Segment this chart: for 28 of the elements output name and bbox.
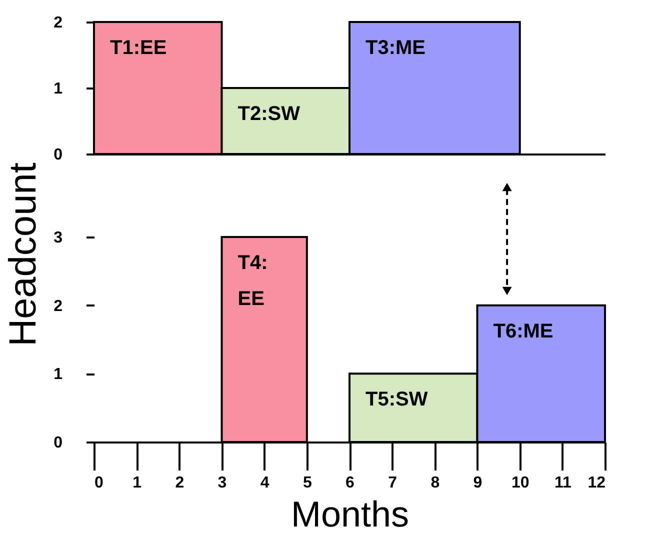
x-tick-label: 1 <box>132 474 142 492</box>
y-tick-label: 1 <box>54 366 63 384</box>
annotation: T4: EE <box>238 252 268 310</box>
y-tick-label: 2 <box>54 14 63 32</box>
x-tick-label: 3 <box>218 474 227 492</box>
x-tick-label: 0 <box>94 474 104 492</box>
y-tick-label: 0 <box>54 146 63 164</box>
x-tick-label: 4 <box>260 474 270 492</box>
annotation: T1:EE <box>110 37 167 59</box>
x-tick-label: 7 <box>388 474 398 492</box>
x-tick-label: 2 <box>175 474 184 492</box>
x-tick-label: 10 <box>511 474 530 492</box>
y-tick-label: 0 <box>54 434 63 452</box>
y-tick-label: 1 <box>54 80 63 98</box>
x-tick-label: 12 <box>588 474 606 492</box>
y-tick-label: 3 <box>54 230 63 246</box>
annotation: T3:ME <box>366 37 426 59</box>
annotation: T5:SW <box>366 388 428 411</box>
x-tick-label: 11 <box>554 474 572 492</box>
annotation: T6:ME <box>493 320 554 342</box>
x-tick-label: 5 <box>302 474 312 492</box>
annotation: T2:SW <box>238 103 300 125</box>
x-tick-label: 8 <box>430 474 440 492</box>
x-tick-label: 9 <box>473 474 482 492</box>
x-tick-label: 6 <box>346 474 355 492</box>
y-tick-label: 2 <box>54 298 63 315</box>
x-axis-title: Months <box>290 494 410 534</box>
y-axis-title: Headcount <box>2 162 45 346</box>
